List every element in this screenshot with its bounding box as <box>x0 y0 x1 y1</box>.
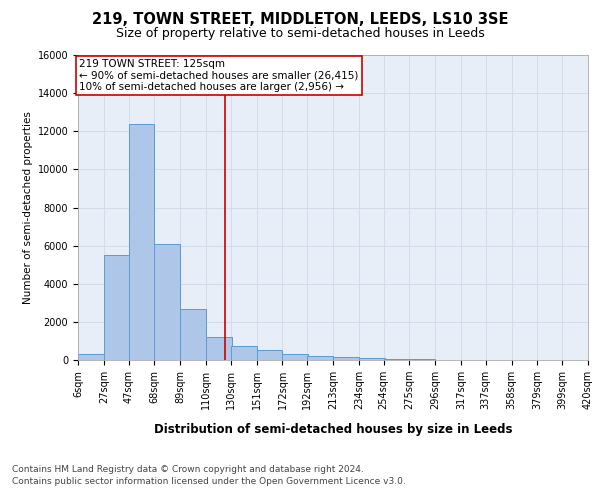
Text: Contains public sector information licensed under the Open Government Licence v3: Contains public sector information licen… <box>12 478 406 486</box>
Y-axis label: Number of semi-detached properties: Number of semi-detached properties <box>23 111 34 304</box>
Bar <box>104 255 130 360</box>
Bar <box>409 359 435 360</box>
Bar <box>180 308 206 360</box>
Bar <box>333 357 359 360</box>
Text: 219, TOWN STREET, MIDDLETON, LEEDS, LS10 3SE: 219, TOWN STREET, MIDDLETON, LEEDS, LS10… <box>92 12 508 28</box>
Bar <box>78 354 104 360</box>
Text: Contains HM Land Registry data © Crown copyright and database right 2024.: Contains HM Land Registry data © Crown c… <box>12 465 364 474</box>
Bar <box>283 354 308 360</box>
Bar <box>154 244 180 360</box>
Text: 219 TOWN STREET: 125sqm
← 90% of semi-detached houses are smaller (26,415)
10% o: 219 TOWN STREET: 125sqm ← 90% of semi-de… <box>79 59 359 92</box>
Text: Size of property relative to semi-detached houses in Leeds: Size of property relative to semi-detach… <box>116 28 484 40</box>
Bar <box>359 358 385 360</box>
Bar <box>257 350 283 360</box>
Bar <box>307 356 333 360</box>
Text: Distribution of semi-detached houses by size in Leeds: Distribution of semi-detached houses by … <box>154 422 512 436</box>
Bar <box>206 337 232 360</box>
Bar <box>231 346 257 360</box>
Bar <box>128 124 154 360</box>
Bar <box>383 358 409 360</box>
